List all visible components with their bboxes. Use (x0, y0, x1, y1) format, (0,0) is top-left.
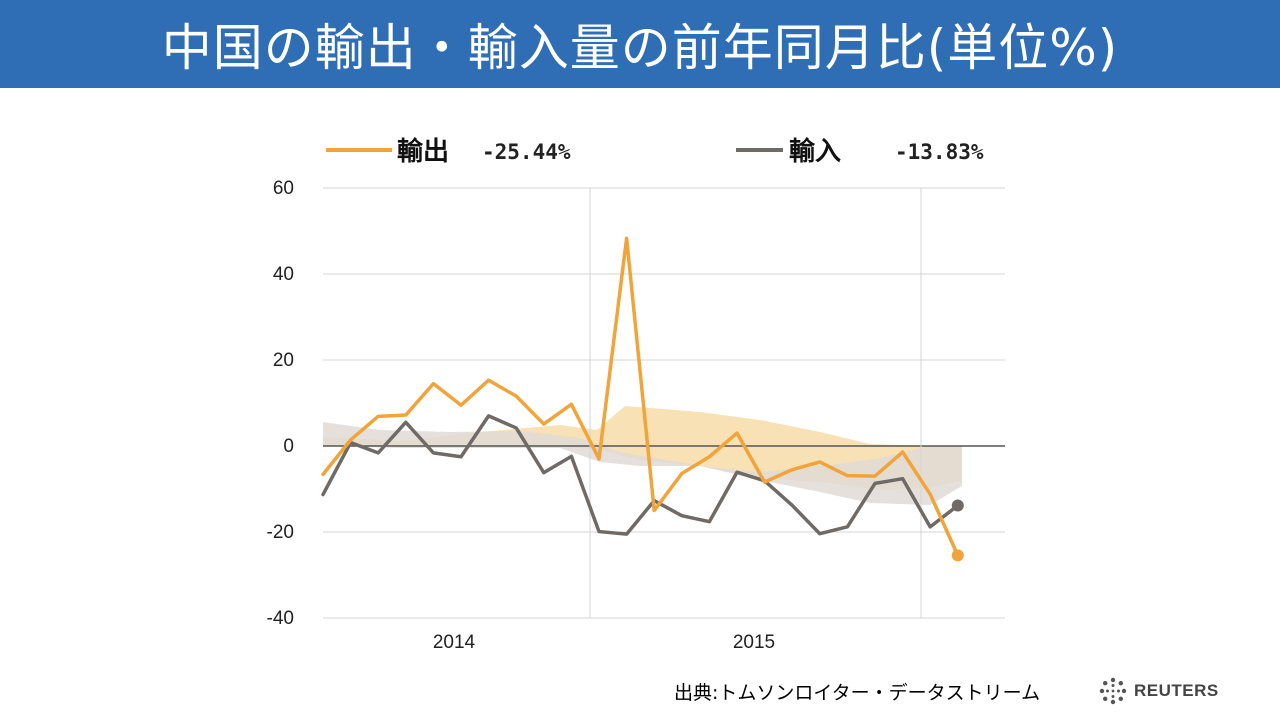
y-tick-label: -20 (267, 522, 294, 543)
source-note: 出典:トムソンロイター・データストリーム (674, 682, 1041, 704)
legend-export-value: -25.44% (482, 140, 571, 164)
y-tick-label: -40 (267, 608, 294, 629)
legend-import-value: -13.83% (895, 140, 984, 164)
y-tick-label: 0 (283, 436, 294, 457)
reuters-logo: REUTERS (1098, 676, 1219, 706)
export-series-line (321, 236, 960, 558)
legend-export-label: 輸出 (397, 136, 449, 167)
export-last-point (951, 549, 964, 562)
import-forecast-band (323, 422, 962, 505)
y-tick-label: 40 (273, 264, 294, 285)
import-series-line (321, 414, 960, 536)
reuters-brand: REUTERS (1134, 681, 1219, 700)
page-title: 中国の輸出・輸入量の前年同月比(単位%) (161, 19, 1119, 77)
x-tick-label: 2015 (733, 632, 775, 653)
y-tick-label: 60 (273, 178, 294, 199)
x-tick-label: 2014 (433, 632, 476, 653)
title-bar: 中国の輸出・輸入量の前年同月比(単位%) (0, 0, 1280, 88)
import-last-point (951, 499, 964, 512)
y-tick-label: 20 (273, 350, 294, 371)
reuters-dot-icon (1099, 677, 1127, 705)
legend-import-label: 輸入 (789, 136, 841, 167)
